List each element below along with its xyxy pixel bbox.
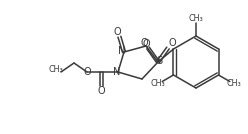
Text: CH₃: CH₃: [189, 14, 203, 23]
Text: CH₃: CH₃: [226, 79, 241, 88]
Text: O: O: [97, 86, 105, 96]
Text: O: O: [83, 67, 91, 77]
Text: O: O: [168, 38, 176, 48]
Text: N: N: [113, 67, 121, 77]
Text: CH₃: CH₃: [49, 64, 63, 74]
Text: CH₃: CH₃: [151, 79, 166, 88]
Text: S: S: [156, 56, 162, 66]
Text: O: O: [140, 38, 148, 48]
Text: O: O: [114, 27, 121, 37]
Text: N: N: [118, 46, 126, 56]
Text: O: O: [142, 39, 150, 49]
